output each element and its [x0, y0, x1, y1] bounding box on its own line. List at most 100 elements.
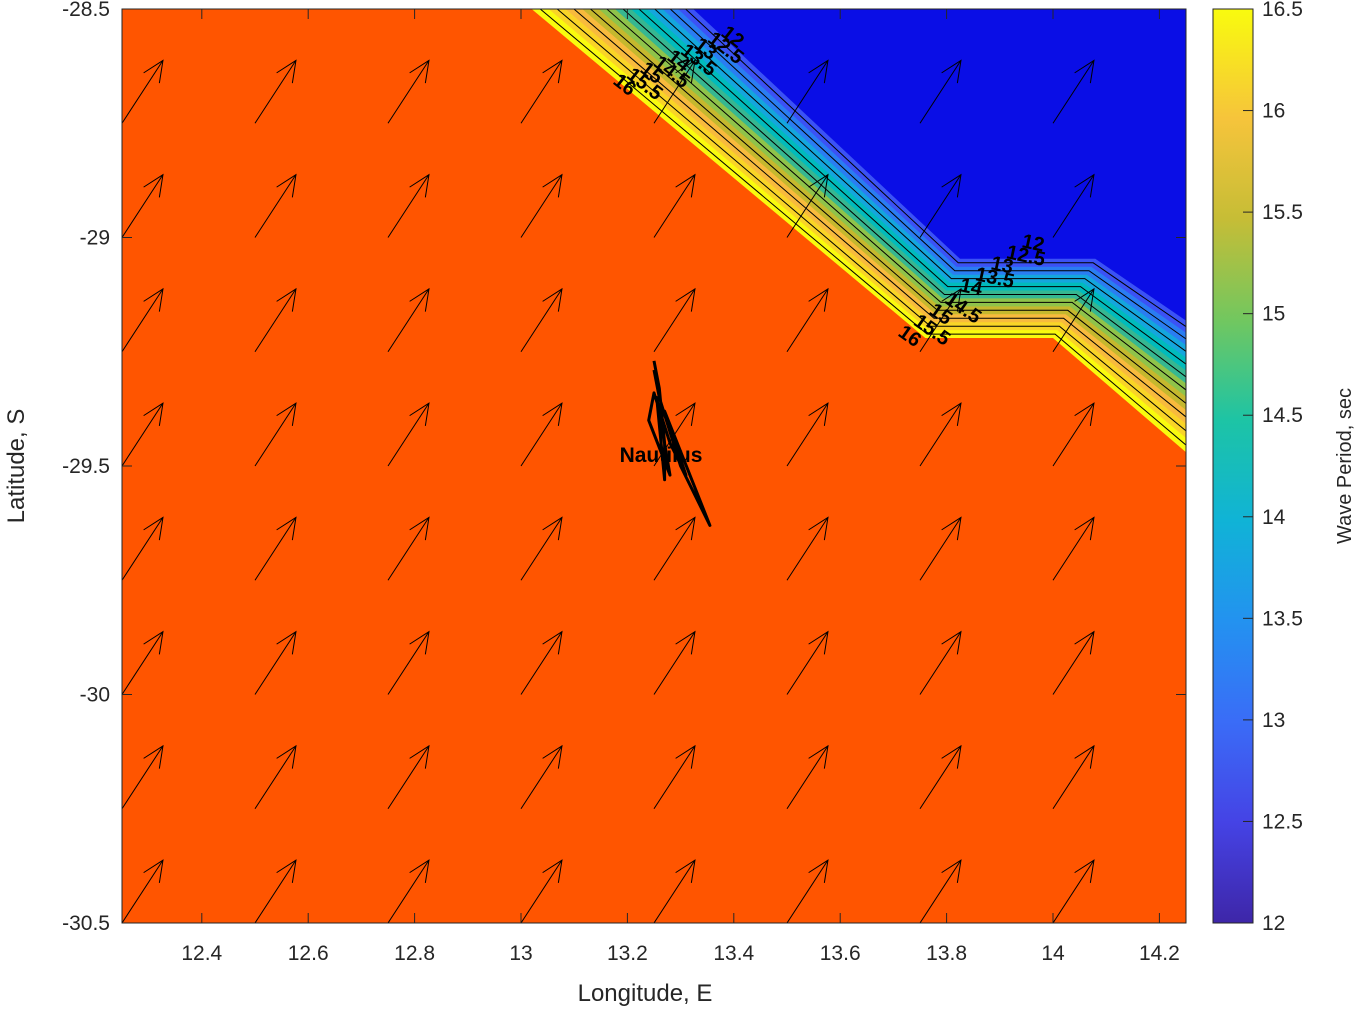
arrow-shaft	[122, 60, 164, 124]
arrow-shaft	[653, 288, 696, 353]
arrow-shaft	[387, 517, 430, 581]
arrow-shaft	[387, 288, 430, 353]
direction-arrow	[520, 744, 563, 810]
y-tick-label: -29.5	[62, 455, 110, 478]
arrow-shaft	[1052, 745, 1095, 810]
arrow-shaft	[122, 745, 164, 810]
colorbar-tick-label: 16.5	[1262, 0, 1303, 21]
track-line	[647, 360, 712, 527]
direction-arrow	[1052, 59, 1095, 124]
direction-arrow	[919, 402, 962, 467]
arrow-shaft	[786, 517, 829, 581]
arrow-head	[409, 402, 430, 426]
direction-arrow	[1052, 173, 1095, 238]
direction-arrow	[254, 516, 297, 581]
arrow-head	[143, 859, 164, 883]
arrow-head	[276, 630, 297, 655]
direction-arrow	[254, 630, 297, 695]
contour-line-12	[684, 9, 1186, 328]
direction-arrow	[254, 402, 297, 467]
arrow-shaft	[122, 402, 164, 467]
x-axis-label: Longitude, E	[578, 980, 713, 1007]
arrow-head	[675, 630, 696, 655]
arrow-head	[941, 859, 962, 883]
arrow-shaft	[786, 859, 829, 923]
contour-line-14	[622, 9, 1186, 378]
contour-line-16	[556, 9, 1186, 432]
direction-arrow	[387, 287, 430, 353]
field-band-10	[693, 9, 1186, 321]
colorbar-tick-label: 13.5	[1262, 607, 1303, 630]
y-tick-label: -29	[80, 227, 110, 250]
arrow-head	[542, 859, 563, 883]
arrow-shaft	[786, 745, 829, 810]
arrow-head	[808, 630, 829, 655]
arrow-shaft	[919, 631, 962, 695]
direction-arrow	[254, 59, 297, 124]
arrow-head	[808, 859, 829, 883]
plot-area: 1615.51514.51413.51312.5121615.51514.514…	[121, 8, 1187, 924]
arrow-head	[1074, 59, 1095, 84]
arrow-shaft	[653, 745, 696, 810]
arrow-head	[276, 287, 297, 312]
direction-arrow	[919, 59, 962, 124]
direction-arrow	[122, 59, 164, 124]
arrow-head	[143, 287, 164, 312]
colorbar-scale	[1213, 9, 1253, 923]
direction-arrow	[786, 287, 829, 353]
arrow-head	[675, 402, 696, 426]
arrow-head	[276, 744, 297, 769]
arrow-shaft	[122, 631, 164, 695]
arrow-shaft	[122, 517, 164, 581]
arrow-shaft	[786, 631, 829, 695]
arrow-shaft	[919, 859, 962, 923]
direction-arrow	[254, 173, 297, 238]
arrow-head	[1074, 287, 1095, 312]
arrow-head	[808, 744, 829, 769]
arrow-head	[941, 402, 962, 426]
direction-arrow	[387, 516, 430, 581]
direction-arrow	[254, 744, 297, 810]
arrow-head	[1074, 173, 1095, 198]
direction-arrow	[786, 516, 829, 581]
direction-arrow	[387, 59, 430, 124]
arrow-shaft	[520, 402, 563, 467]
x-tick-label: 14	[1041, 942, 1065, 965]
colorbar: 12 12.5 13 13.5 14 14.5 15 15.5 16 16.5 Wave Peri…	[1212, 0, 1356, 935]
direction-arrow	[122, 402, 164, 467]
arrow-head	[675, 859, 696, 883]
y-tick-label: -30	[80, 684, 110, 707]
contour-line-13.5	[638, 9, 1186, 365]
direction-arrow	[122, 287, 164, 353]
arrow-head	[276, 59, 297, 84]
arrow-head	[941, 516, 962, 541]
direction-arrow	[1052, 859, 1095, 923]
x-tick-label: 13.6	[820, 942, 861, 965]
colorbar-tick-label: 12.5	[1262, 810, 1303, 833]
arrow-shaft	[520, 288, 563, 353]
direction-arrow	[919, 287, 962, 353]
direction-arrow	[387, 630, 430, 695]
colorbar-label: Wave Period, sec	[1334, 388, 1356, 544]
direction-arrow	[653, 173, 696, 238]
x-tick-label: 13.2	[607, 942, 648, 965]
arrow-head	[675, 744, 696, 769]
direction-arrow	[919, 859, 962, 923]
direction-arrow	[919, 630, 962, 695]
arrow-head	[143, 402, 164, 426]
contour-line-13	[653, 9, 1186, 352]
arrow-shaft	[653, 517, 696, 581]
arrow-shaft	[387, 631, 430, 695]
track-label: Nautilus	[620, 444, 703, 467]
arrow-head	[941, 744, 962, 769]
arrow-head	[1074, 859, 1095, 883]
arrow-head	[1074, 516, 1095, 541]
arrow-shaft	[520, 859, 563, 923]
arrow-head	[409, 173, 430, 198]
arrow-shaft	[122, 174, 164, 238]
direction-arrow	[520, 59, 563, 124]
arrow-head	[808, 287, 829, 312]
arrow-shaft	[254, 288, 297, 353]
direction-arrow	[387, 173, 430, 238]
